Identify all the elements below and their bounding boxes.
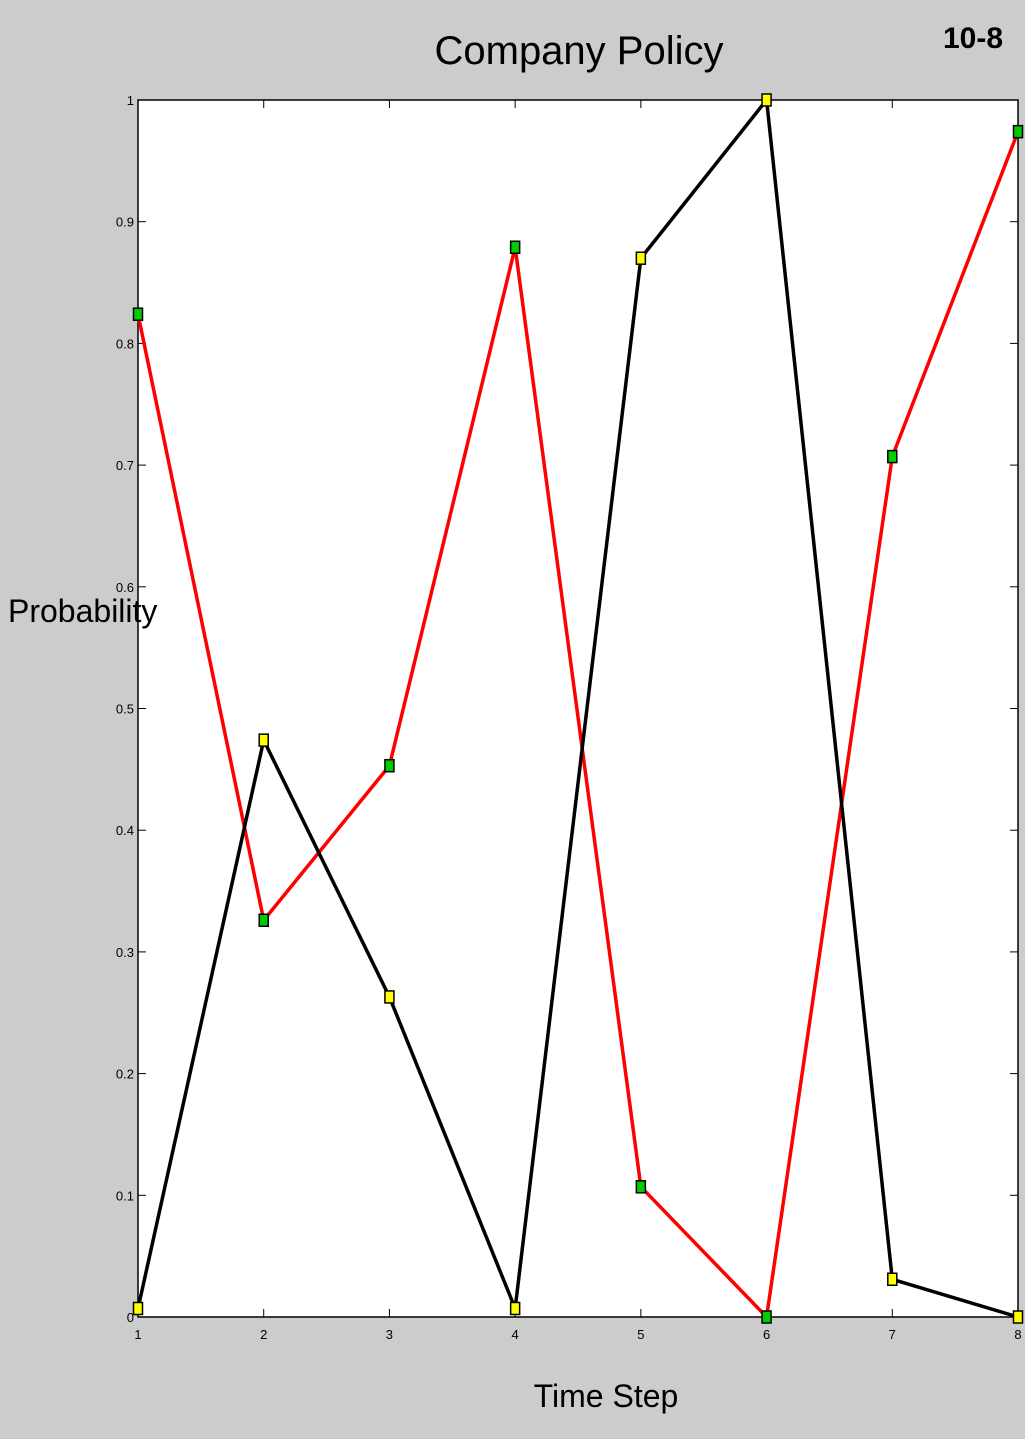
y-tick-label-0: 0: [127, 1310, 134, 1325]
series-0-point-2: [384, 758, 395, 773]
x-axis-label: Time Step: [534, 1378, 679, 1414]
chart-title: Company Policy: [434, 29, 723, 73]
y-tick-label-8: 0.8: [116, 336, 134, 351]
series-line-1: [136, 98, 1019, 1319]
series-markers: [132, 93, 1024, 1324]
x-tick-label-6: 7: [889, 1327, 896, 1342]
series-1-point-3: [509, 1301, 521, 1316]
x-tick-label-7: 8: [1014, 1327, 1021, 1342]
x-tick-label-0: 1: [134, 1327, 141, 1342]
y-tick-label-6: 0.6: [116, 580, 134, 595]
series-0-point-6: [887, 449, 898, 464]
y-tick-label-3: 0.3: [116, 945, 134, 960]
series-1-point-7: [1012, 1310, 1024, 1324]
y-tick-label-7: 0.7: [116, 458, 134, 473]
ticks-group: 0 0.1 0.2 0.3 0.4 0.5 0.6 0.7 0.8 0.9 1 1 2 3 4 5 6 7 8: [116, 93, 1022, 1342]
x-tick-label-2: 3: [386, 1327, 393, 1342]
y-tick-label-10: 1: [127, 93, 134, 108]
series-line-0: [136, 131, 1020, 1319]
x-tick-label-4: 5: [637, 1327, 644, 1342]
series-lines: [136, 98, 1020, 1319]
series-1-point-0: [132, 1301, 144, 1316]
x-tick-label-1: 2: [260, 1327, 267, 1342]
series-0-point-7: [1012, 124, 1024, 139]
series-1-point-1: [258, 733, 269, 747]
y-tick-label-2: 0.2: [116, 1067, 134, 1082]
series-1-point-5: [761, 93, 772, 107]
y-tick-label-4: 0.4: [116, 823, 134, 838]
series-1-point-2: [384, 990, 395, 1004]
y-tick-label-1: 0.1: [116, 1188, 134, 1203]
series-1-point-6: [887, 1272, 898, 1287]
series-0-point-5: [761, 1310, 772, 1324]
series-0-point-1: [258, 913, 269, 928]
series-0-point-0: [132, 307, 144, 321]
slide-number: 10-8: [943, 22, 1003, 55]
series-0-point-3: [509, 240, 521, 255]
x-tick-label-3: 4: [512, 1327, 519, 1342]
y-tick-label-5: 0.5: [116, 702, 134, 717]
series-1-point-4: [635, 251, 647, 265]
y-axis-label: Probability: [8, 593, 157, 629]
x-tick-label-5: 6: [763, 1327, 770, 1342]
y-tick-label-9: 0.9: [116, 215, 134, 230]
series-0-point-4: [635, 1180, 647, 1194]
